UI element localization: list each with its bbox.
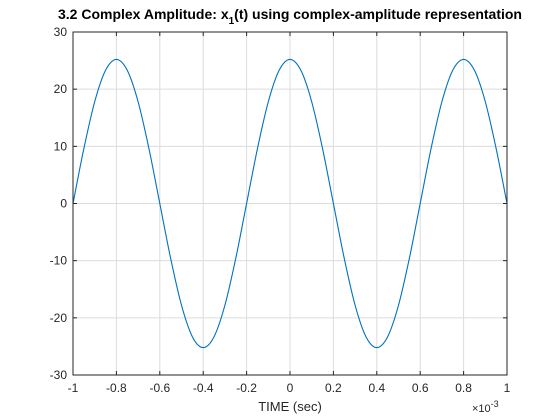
x-axis-exponent-base: ×10 xyxy=(472,403,491,415)
x-tick-label: 0.8 xyxy=(455,381,472,395)
x-tick-label: -0.4 xyxy=(193,381,214,395)
x-tick-label: 1 xyxy=(504,381,511,395)
x-tick-label: 0.4 xyxy=(368,381,385,395)
y-tick-label: 10 xyxy=(54,139,68,153)
y-tick-label: -10 xyxy=(50,254,68,268)
y-tick-label: -30 xyxy=(50,368,68,382)
series-group xyxy=(72,58,508,349)
x-tick-label: -0.2 xyxy=(236,381,257,395)
y-tick-label: 0 xyxy=(60,197,67,211)
x-tick-label: -1 xyxy=(68,381,79,395)
chart-title-suffix: (t) using complex-amplitude representati… xyxy=(234,6,522,22)
x-tick-label: 0.2 xyxy=(325,381,342,395)
y-tick-label: -20 xyxy=(50,311,68,325)
x-tick-label: 0 xyxy=(287,381,294,395)
y-tick-label: 20 xyxy=(54,82,68,96)
x-axis-label: TIME (sec) xyxy=(258,399,322,414)
y-tick-labels: -30 -20 -10 0 10 20 30 xyxy=(50,25,68,382)
x-axis-exponent: ×10-3 xyxy=(472,399,499,415)
x-tick-label: -0.6 xyxy=(149,381,170,395)
y-tick-label: 30 xyxy=(54,25,68,39)
chart-title-prefix: 3.2 Complex Amplitude: x xyxy=(58,6,229,22)
x-tick-labels: -1 -0.8 -0.6 -0.4 -0.2 0 0.2 0.4 0.6 0.8 1 xyxy=(68,381,511,395)
ticks xyxy=(72,31,508,376)
chart-title-subscript: 1 xyxy=(229,16,235,27)
x-tick-label: 0.6 xyxy=(412,381,429,395)
x-tick-label: -0.8 xyxy=(106,381,127,395)
x-axis-exponent-power: -3 xyxy=(491,399,499,409)
grid xyxy=(72,31,508,376)
chart-title: 3.2 Complex Amplitude: x1(t) using compl… xyxy=(58,6,522,27)
series-line xyxy=(72,58,508,349)
